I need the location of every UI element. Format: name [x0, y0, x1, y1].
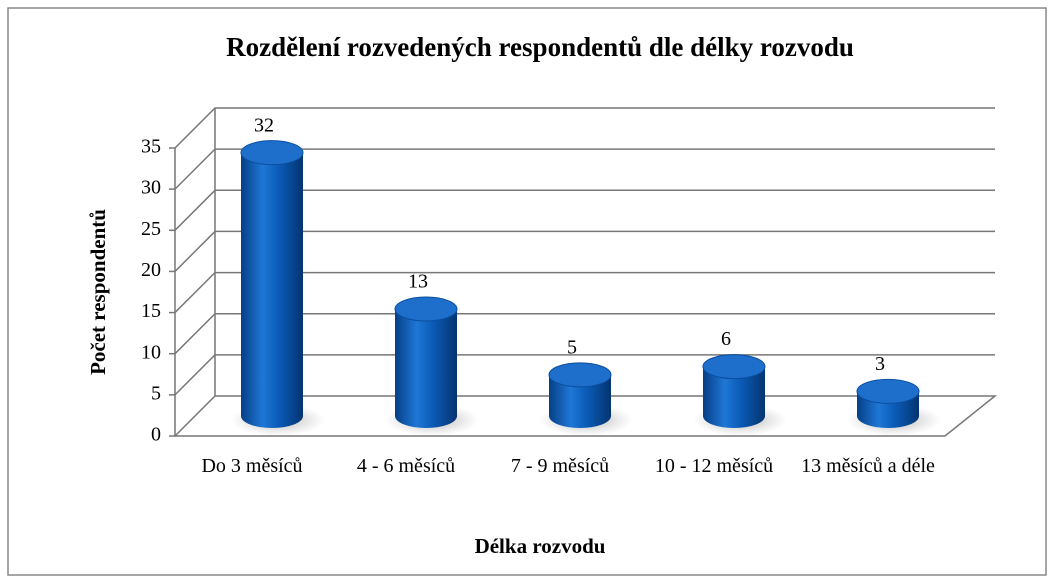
- x-axis-label: Délka rozvodu: [475, 534, 606, 558]
- grid-line: [174, 230, 995, 272]
- data-label: 3: [875, 353, 885, 375]
- y-axis-label: Počet respondentů: [86, 209, 110, 375]
- x-tick-label: 7 - 9 měsíců: [510, 455, 610, 477]
- chart-frame: [7, 7, 1047, 576]
- bar-top: [548, 362, 612, 388]
- grid-line: [174, 148, 995, 190]
- bar: [395, 309, 457, 428]
- data-label: 5: [567, 336, 577, 358]
- y-tick-label: 20: [141, 259, 161, 281]
- y-tick-label: 35: [141, 136, 161, 158]
- data-label: 6: [721, 328, 731, 350]
- bar-top: [240, 140, 304, 166]
- x-tick-label: 13 měsíců a déle: [801, 455, 935, 477]
- y-tick-label: 30: [141, 177, 161, 199]
- y-tick-label: 5: [151, 382, 161, 404]
- x-tick-label: 4 - 6 měsíců: [356, 455, 456, 477]
- grid-line: [174, 107, 995, 149]
- x-tick-label: 10 - 12 měsíců: [654, 455, 774, 477]
- grid-line: [174, 312, 995, 355]
- grid-line: [174, 189, 995, 231]
- grid-line: [174, 271, 995, 314]
- bar: [703, 366, 765, 428]
- y-tick-label: 10: [141, 341, 161, 363]
- bar-top: [856, 378, 920, 404]
- bar: [549, 374, 611, 428]
- y-tick-label: 15: [141, 300, 161, 322]
- x-tick-label: Do 3 měsíců: [201, 455, 303, 477]
- data-label: 13: [408, 271, 428, 293]
- bar-top: [394, 296, 458, 322]
- y-tick-label: 25: [141, 218, 161, 240]
- bar-top: [702, 354, 766, 380]
- bar: [241, 152, 303, 428]
- y-tick-label: 0: [151, 424, 161, 446]
- chart-title: Rozdělení rozvedených respondentů dle dé…: [226, 32, 854, 62]
- data-label: 32: [254, 114, 274, 136]
